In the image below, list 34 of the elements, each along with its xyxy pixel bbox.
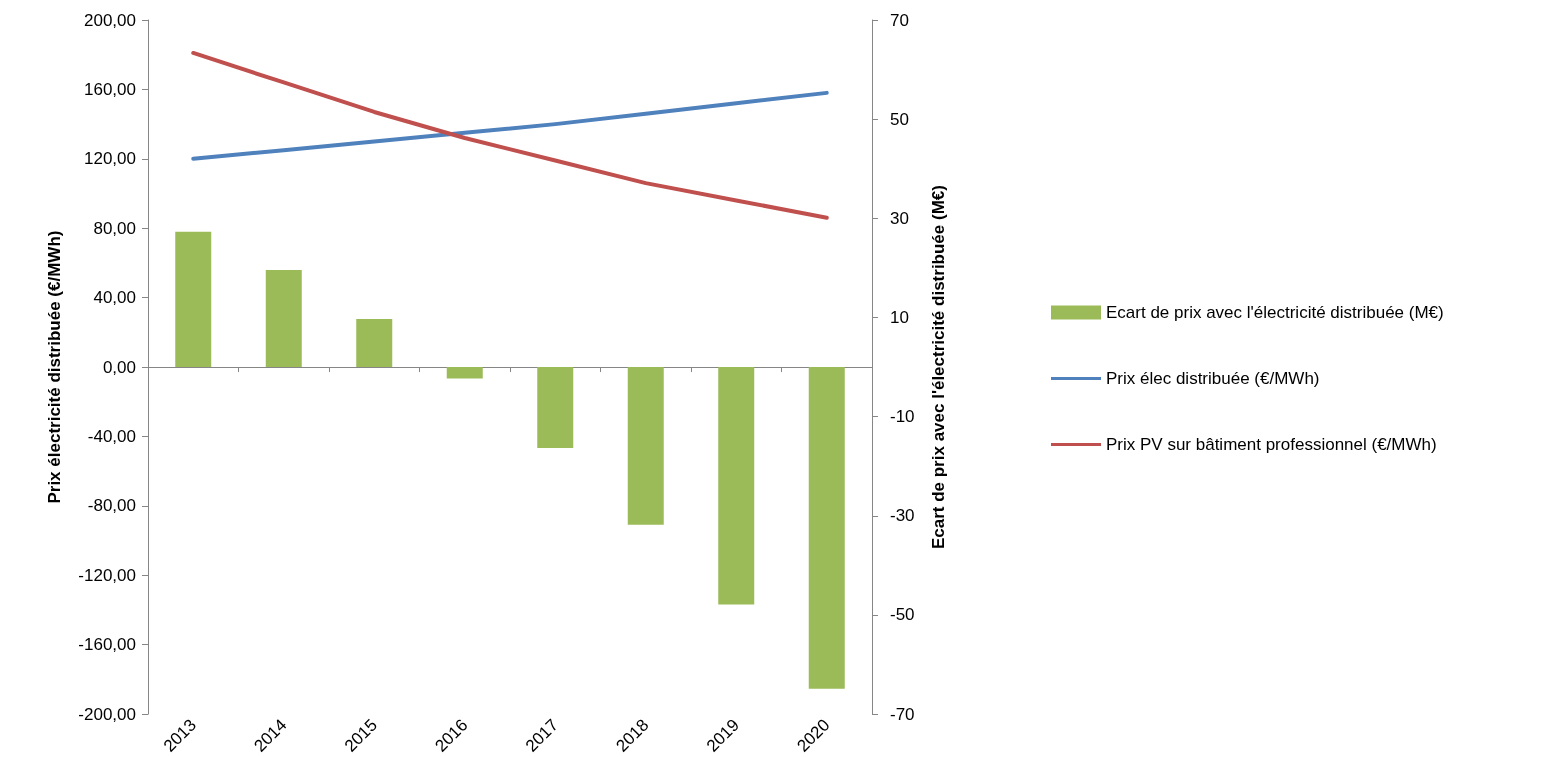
legend-label: Prix élec distribuée (€/MWh)	[1106, 369, 1320, 388]
y2-tick-label: -10	[890, 407, 915, 427]
y2-tick-label: -30	[890, 506, 915, 526]
y-tick-label: -160,00	[78, 635, 136, 655]
y2-axis-title: Ecart de prix avec l'électricité distribuée (M€)	[929, 185, 948, 550]
bar	[537, 367, 574, 448]
bar	[627, 367, 664, 525]
y-tick-label: 0,00	[102, 357, 136, 377]
bar	[265, 269, 302, 368]
y2-tick-label: 70	[890, 10, 909, 30]
y-tick-label: 80,00	[93, 218, 136, 238]
y-tick-label: 160,00	[84, 79, 136, 99]
bar	[808, 367, 845, 689]
line-series	[191, 90, 829, 161]
y-tick-label: -200,00	[78, 704, 136, 724]
y-tick-label: -40,00	[87, 426, 136, 446]
y-tick-label: 200,00	[84, 10, 136, 30]
y2-tick-label: 30	[890, 208, 909, 228]
legend-label: Prix PV sur bâtiment professionnel (€/MWh)	[1106, 435, 1437, 454]
y-axis-title: Prix électricité distribuée (€/MWh)	[45, 230, 64, 504]
y2-tick-label: 10	[890, 307, 909, 327]
y2-tick-label: -70	[890, 704, 915, 724]
y2-tick-label: -50	[890, 605, 915, 625]
bar	[356, 318, 393, 368]
bar	[446, 367, 483, 379]
bar	[718, 367, 755, 605]
bar	[175, 231, 212, 368]
line-series	[191, 50, 829, 220]
y2-tick-label: 50	[890, 109, 909, 129]
y-tick-label: -120,00	[78, 565, 136, 585]
y-tick-label: 120,00	[84, 149, 136, 169]
y-tick-label: -80,00	[87, 496, 136, 516]
y-tick-label: 40,00	[93, 288, 136, 308]
legend-label: Ecart de prix avec l'électricité distribuée (M€)	[1106, 303, 1444, 322]
